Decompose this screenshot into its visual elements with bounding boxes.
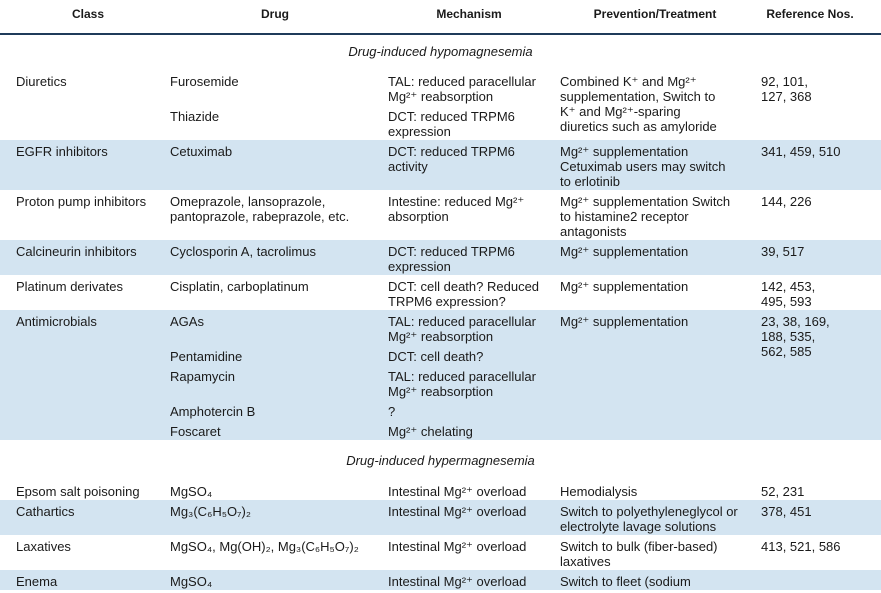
drug-cell: Thiazide: [170, 109, 220, 124]
prevention-cell: supplementation, Switch to: [560, 89, 716, 104]
mechanism-cell: Intestinal Mg²⁺ overload: [388, 484, 527, 499]
row-band: [0, 500, 881, 535]
mechanism-cell: TAL: reduced paracellular: [388, 314, 536, 329]
reference-cell: 144, 226: [761, 194, 812, 209]
prevention-cell: Cetuximab users may switch: [560, 159, 726, 174]
column-header: Prevention/Treatment: [593, 7, 717, 21]
class-cell: Platinum derivates: [16, 279, 123, 294]
mechanism-cell: TRPM6 expression?: [388, 294, 506, 309]
mechanism-cell: TAL: reduced paracellular: [388, 74, 536, 89]
mechanism-cell: Intestinal Mg²⁺ overload: [388, 539, 527, 554]
column-header: Mechanism: [436, 7, 502, 21]
mechanism-cell: Mg²⁺ reabsorption: [388, 384, 494, 399]
mechanism-cell: Mg²⁺ reabsorption: [388, 329, 494, 344]
mechanism-cell: Intestine: reduced Mg²⁺: [388, 194, 525, 209]
prevention-cell: K⁺ and Mg²⁺-sparing: [560, 104, 681, 119]
mechanism-cell: absorption: [388, 209, 449, 224]
row-band: [0, 570, 881, 590]
prevention-cell: antagonists: [560, 224, 627, 239]
section-title: Drug-induced hypermagnesemia: [346, 453, 535, 468]
drug-cell: AGAs: [170, 314, 204, 329]
drug-cell: Furosemide: [170, 74, 239, 89]
prevention-cell: Mg²⁺ supplementation: [560, 279, 689, 294]
mechanism-cell: Mg²⁺ chelating: [388, 424, 473, 439]
drug-cell: Cyclosporin A, tacrolimus: [170, 244, 316, 259]
section-title: Drug-induced hypomagnesemia: [348, 44, 533, 59]
row-band: [0, 310, 881, 440]
column-header: Class: [71, 7, 105, 21]
mechanism-cell: Intestinal Mg²⁺ overload: [388, 504, 527, 519]
class-cell: Calcineurin inhibitors: [16, 244, 137, 259]
reference-cell: 562, 585: [761, 344, 812, 359]
drug-cell: MgSO₄, Mg(OH)₂, Mg₃(C₆H₅O₇)₂: [170, 539, 359, 554]
prevention-cell: Switch to polyethyleneglycol or: [560, 504, 738, 519]
mechanism-cell: Mg²⁺ reabsorption: [388, 89, 494, 104]
row-band: [0, 240, 881, 275]
class-cell: Laxatives: [16, 539, 71, 554]
prevention-cell: laxatives: [560, 554, 611, 569]
reference-cell: 341, 459, 510: [761, 144, 841, 159]
class-cell: Diuretics: [16, 74, 67, 89]
drug-cell: pantoprazole, rabeprazole, etc.: [170, 209, 350, 224]
mechanism-cell: ?: [388, 404, 396, 419]
drug-cell: Cisplatin, carboplatinum: [170, 279, 309, 294]
row-band: [0, 140, 881, 190]
reference-cell: 52, 231: [761, 484, 805, 499]
reference-cell: 378, 451: [761, 504, 812, 519]
prevention-cell: to histamine2 receptor: [560, 209, 689, 224]
class-cell: Epsom salt poisoning: [16, 484, 140, 499]
prevention-cell: Mg²⁺ supplementation: [560, 314, 689, 329]
header-rule: [0, 33, 881, 35]
class-cell: Cathartics: [16, 504, 75, 519]
drug-cell: Omeprazole, lansoprazole,: [170, 194, 326, 209]
prevention-cell: diuretics such as amyloride: [560, 119, 717, 134]
prevention-cell: Switch to bulk (fiber-based): [560, 539, 718, 554]
mechanism-cell: Intestinal Mg²⁺ overload: [388, 574, 527, 589]
prevention-cell: Mg²⁺ supplementation: [560, 244, 689, 259]
class-cell: Enema: [16, 574, 58, 589]
reference-cell: 39, 517: [761, 244, 805, 259]
column-header: Reference Nos.: [766, 7, 854, 21]
mechanism-cell: DCT: reduced TRPM6: [388, 144, 515, 159]
drug-cell: Amphotercin B: [170, 404, 256, 419]
reference-cell: 142, 453,: [761, 279, 816, 294]
mechanism-cell: TAL: reduced paracellular: [388, 369, 536, 384]
class-cell: EGFR inhibitors: [16, 144, 108, 159]
mechanism-cell: DCT: cell death?: [388, 349, 484, 364]
prevention-cell: to erlotinib: [560, 174, 620, 189]
prevention-cell: Mg²⁺ supplementation: [560, 144, 689, 159]
mechanism-cell: DCT: reduced TRPM6: [388, 244, 515, 259]
prevention-cell: Mg²⁺ supplementation Switch: [560, 194, 731, 209]
prevention-cell: Switch to fleet (sodium: [560, 574, 691, 589]
reference-cell: 188, 535,: [761, 329, 816, 344]
mechanism-cell: DCT: cell death? Reduced: [388, 279, 540, 294]
mechanism-cell: activity: [388, 159, 428, 174]
class-cell: Proton pump inhibitors: [16, 194, 147, 209]
drug-cell: Cetuximab: [170, 144, 233, 159]
drug-cell: Mg₃(C₆H₅O₇)₂: [170, 504, 251, 519]
reference-cell: 413, 521, 586: [761, 539, 841, 554]
column-header: Drug: [261, 7, 289, 21]
mechanism-cell: expression: [388, 259, 451, 274]
prevention-cell: electrolyte lavage solutions: [560, 519, 717, 534]
prevention-cell: Hemodialysis: [560, 484, 638, 499]
drug-cell: MgSO₄: [170, 574, 213, 589]
mechanism-cell: DCT: reduced TRPM6: [388, 109, 515, 124]
drug-cell: Rapamycin: [170, 369, 236, 384]
reference-cell: 23, 38, 169,: [761, 314, 830, 329]
prevention-cell: Combined K⁺ and Mg²⁺: [560, 74, 697, 89]
drug-cell: Pentamidine: [170, 349, 243, 364]
drug-cell: MgSO₄: [170, 484, 213, 499]
drug-cell: Foscaret: [170, 424, 221, 439]
mechanism-cell: expression: [388, 124, 451, 139]
reference-cell: 92, 101,: [761, 74, 808, 89]
reference-cell: 495, 593: [761, 294, 812, 309]
reference-cell: 127, 368: [761, 89, 812, 104]
class-cell: Antimicrobials: [16, 314, 97, 329]
